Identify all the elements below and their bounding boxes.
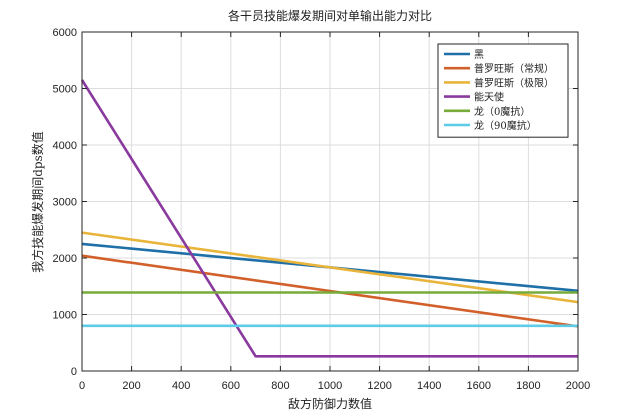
- x-tick-label: 2000: [566, 380, 590, 392]
- series-line-3: [81, 231, 579, 304]
- x-tick-label: 1400: [417, 380, 441, 392]
- y-tick-label: 3000: [53, 197, 77, 209]
- x-axis-label: 敌方防御力数值: [288, 396, 372, 411]
- x-tick-label: 0: [79, 380, 85, 392]
- x-tick-label: 200: [122, 380, 140, 392]
- y-tick-label: 5000: [53, 84, 77, 96]
- y-tick-label: 1000: [53, 310, 77, 322]
- x-tick-label: 400: [172, 380, 190, 392]
- x-tick-label: 600: [222, 380, 240, 392]
- legend-entry-label: 能天使: [474, 91, 504, 104]
- legend-entry-label: 龙（90魔抗）: [474, 119, 537, 132]
- x-tick-label: 1600: [467, 380, 491, 392]
- y-tick-label: 2000: [53, 253, 77, 265]
- y-tick-label: 0: [71, 366, 77, 378]
- x-tick-label: 800: [271, 380, 289, 392]
- series-line-2: [81, 254, 579, 328]
- legend-entry-label: 普罗旺斯（常规）: [474, 62, 554, 75]
- axis-ticks: 0 200 400 600 800 1000 1200 1400 1600 1800 2000 0 10…: [53, 27, 591, 392]
- series-group: [80, 79, 579, 358]
- y-tick-label: 4000: [53, 140, 77, 152]
- legend-box: [437, 43, 569, 138]
- series-line-4: [80, 79, 578, 358]
- grid: [82, 32, 578, 371]
- legend-entry-label: 龙（0魔抗）: [474, 105, 530, 118]
- legend-entry-label: 黑: [474, 49, 484, 61]
- chart-title: 各干员技能爆发期间对单输出能力对比: [228, 8, 432, 23]
- y-tick-label: 6000: [53, 27, 77, 39]
- y-axis-label: 我方技能爆发期间dps数值: [30, 131, 45, 273]
- x-tick-label: 1800: [516, 380, 540, 392]
- legend-entry-label: 普罗旺斯（极限）: [474, 76, 554, 89]
- x-tick-label: 1200: [367, 380, 391, 392]
- x-tick-label: 1000: [318, 380, 342, 392]
